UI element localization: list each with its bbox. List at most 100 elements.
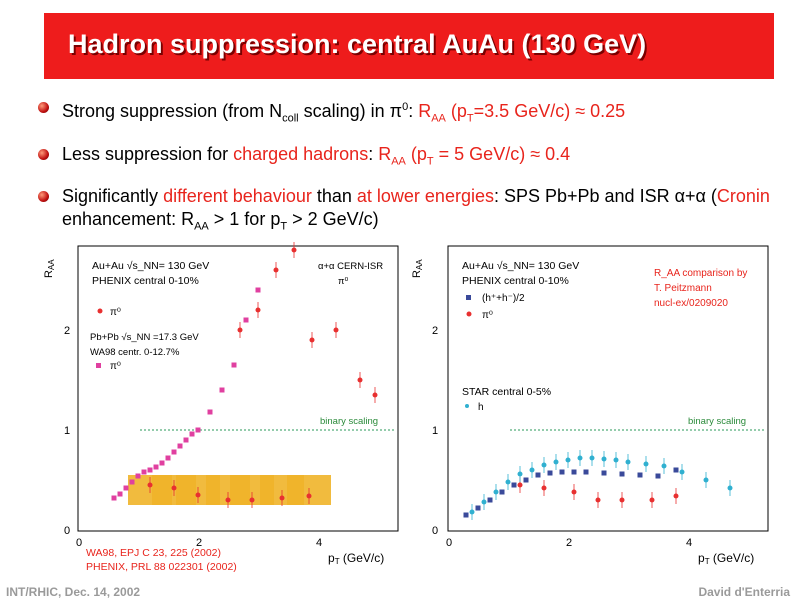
data-point bbox=[177, 443, 183, 449]
right-xtick-4: 4 bbox=[686, 537, 692, 549]
left-legend-pbpb-2: WA98 centr. 0-12.7% bbox=[90, 347, 180, 358]
slide-title: Hadron suppression: central AuAu (130 Ge… bbox=[68, 29, 647, 59]
data-point bbox=[655, 473, 661, 479]
data-point bbox=[541, 485, 547, 491]
data-point bbox=[165, 455, 171, 461]
left-ytick-2: 2 bbox=[64, 325, 70, 337]
data-point bbox=[219, 387, 225, 393]
data-point bbox=[255, 307, 261, 313]
data-point bbox=[577, 455, 583, 461]
right-legend-star-marker bbox=[465, 404, 469, 408]
data-point bbox=[171, 449, 177, 455]
right-legend-h-marker bbox=[466, 295, 471, 300]
left-legend-auau-1: Au+Au √s_NN= 130 GeV bbox=[92, 260, 209, 272]
data-point bbox=[499, 489, 505, 495]
right-binary-label: binary scaling bbox=[688, 416, 746, 427]
left-ylabel: RAA bbox=[43, 259, 56, 278]
right-ylabel: RAA bbox=[411, 259, 424, 278]
data-point bbox=[189, 431, 195, 437]
data-point bbox=[249, 497, 255, 503]
title-bar: Hadron suppression: central AuAu (130 Ge… bbox=[44, 13, 774, 79]
data-point bbox=[135, 473, 141, 479]
left-xtick-2: 2 bbox=[196, 537, 202, 549]
data-point bbox=[511, 482, 517, 488]
bullet-item: Significantly different behaviour than a… bbox=[38, 185, 778, 239]
data-point bbox=[207, 409, 213, 415]
bullet-text: Strong suppression (from Ncoll scaling) … bbox=[62, 101, 626, 125]
data-point bbox=[111, 495, 117, 501]
right-legend-star-2: h bbox=[478, 402, 484, 413]
right-comparison-1: R_AA comparison by bbox=[654, 268, 747, 279]
data-point bbox=[243, 317, 249, 323]
data-point bbox=[571, 469, 577, 475]
data-point bbox=[141, 469, 147, 475]
data-point bbox=[231, 362, 237, 368]
data-point bbox=[481, 499, 487, 505]
right-legend-auau-2: PHENIX central 0-10% bbox=[462, 275, 569, 287]
data-point bbox=[372, 392, 378, 398]
data-point bbox=[727, 485, 733, 491]
right-legend-h: (h⁺+h⁻)/2 bbox=[482, 293, 525, 304]
right-comparison-2: T. Peitzmann bbox=[654, 283, 712, 294]
data-point bbox=[625, 459, 631, 465]
data-point bbox=[195, 492, 201, 498]
right-ytick-0: 0 bbox=[432, 525, 438, 537]
data-point bbox=[147, 467, 153, 473]
data-point bbox=[613, 457, 619, 463]
data-point bbox=[487, 497, 493, 503]
bullet-text: Significantly different behaviour than a… bbox=[62, 186, 770, 233]
data-point bbox=[661, 463, 667, 469]
right-xlabel: pT (GeV/c) bbox=[698, 551, 754, 566]
data-point bbox=[129, 479, 135, 485]
data-point bbox=[637, 472, 643, 478]
data-point bbox=[679, 469, 685, 475]
right-legend-pi0: π⁰ bbox=[482, 310, 493, 321]
left-xlabel: pT (GeV/c) bbox=[328, 551, 384, 566]
data-point bbox=[559, 469, 565, 475]
bullet-list: Strong suppression (from Ncoll scaling) … bbox=[38, 96, 778, 251]
data-point bbox=[153, 464, 159, 470]
left-ytick-0: 0 bbox=[64, 525, 70, 537]
data-point bbox=[291, 247, 297, 253]
data-point bbox=[333, 327, 339, 333]
data-point bbox=[306, 493, 312, 499]
data-point bbox=[183, 437, 189, 443]
bullet-item: Strong suppression (from Ncoll scaling) … bbox=[38, 96, 778, 131]
ref-wa98: WA98, EPJ C 23, 225 (2002) bbox=[86, 547, 221, 559]
data-point bbox=[279, 495, 285, 501]
ref-phenix: PHENIX, PRL 88 022301 (2002) bbox=[86, 561, 237, 573]
left-ytick-1: 1 bbox=[64, 425, 70, 437]
data-point bbox=[541, 462, 547, 468]
bullet-item: Less suppression for charged hadrons: RA… bbox=[38, 143, 778, 174]
right-data-marks bbox=[463, 450, 733, 520]
data-point bbox=[649, 497, 655, 503]
left-legend-wa98-pi0: π⁰ bbox=[110, 361, 121, 372]
data-point bbox=[517, 471, 523, 477]
bullet-text: Less suppression for charged hadrons: RA… bbox=[62, 143, 571, 168]
right-comparison-3: nucl-ex/0209020 bbox=[654, 298, 728, 309]
plots-figure: RAA 0 1 2 0 2 4 pT (GeV/c) Au+Au √s_NN= … bbox=[43, 242, 769, 573]
right-legend-pi0-marker bbox=[466, 311, 472, 317]
data-point bbox=[619, 497, 625, 503]
data-point bbox=[565, 457, 571, 463]
left-binary-label: binary scaling bbox=[320, 416, 378, 427]
data-point bbox=[703, 477, 709, 483]
data-point bbox=[517, 482, 523, 488]
data-point bbox=[357, 377, 363, 383]
data-point bbox=[547, 470, 553, 476]
data-point bbox=[469, 509, 475, 515]
data-point bbox=[571, 489, 577, 495]
data-point bbox=[237, 327, 243, 333]
data-point bbox=[463, 512, 469, 518]
data-point bbox=[117, 491, 123, 497]
footer-right: David d'Enterria bbox=[698, 585, 790, 599]
data-point bbox=[643, 461, 649, 467]
left-data-marks bbox=[111, 242, 378, 508]
data-point bbox=[601, 470, 607, 476]
left-legend-pi0: π⁰ bbox=[110, 307, 121, 318]
data-point bbox=[673, 467, 679, 473]
data-point bbox=[535, 472, 541, 478]
left-plot: RAA 0 1 2 0 2 4 pT (GeV/c) Au+Au √s_NN= … bbox=[43, 242, 399, 566]
data-point bbox=[493, 489, 499, 495]
right-plot: RAA 0 1 2 0 2 4 pT (GeV/c) Au+Au √s_NN= … bbox=[411, 245, 769, 566]
